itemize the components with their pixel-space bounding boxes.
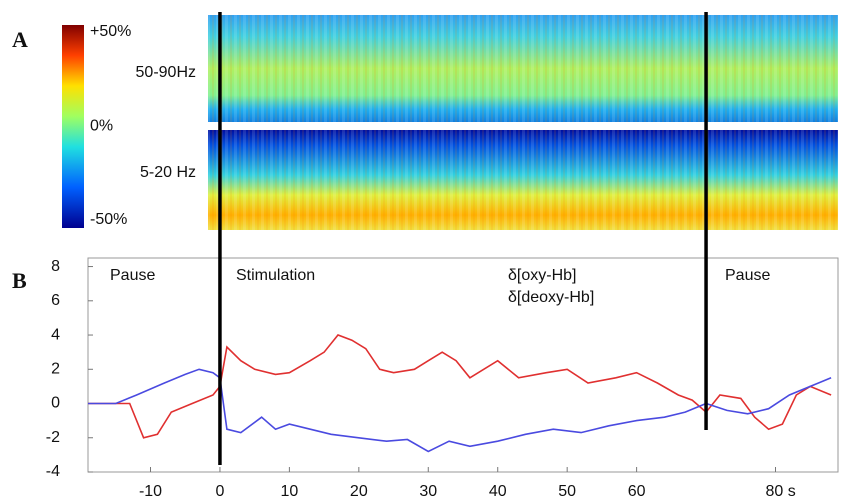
- x-tick-label: 20: [350, 483, 368, 500]
- x-tick-label: 0: [215, 483, 224, 500]
- y-tick-label: -2: [46, 429, 60, 446]
- x-tick-label: 30: [419, 483, 437, 500]
- colorbar-label: +50%: [90, 23, 131, 40]
- legend-entry: δ[oxy-Hb]: [508, 267, 576, 284]
- y-tick-label: 2: [51, 360, 60, 377]
- y-tick-label: -4: [46, 463, 60, 480]
- spectrogram-texture: [208, 15, 838, 122]
- line-0: [88, 334, 832, 439]
- y-tick-label: 4: [51, 326, 60, 343]
- y-tick-label: 8: [51, 258, 60, 275]
- colorbar-label: 0%: [90, 118, 113, 135]
- plot-frame: [87, 257, 839, 473]
- annotation: Pause: [110, 267, 155, 284]
- annotation: Pause: [725, 267, 770, 284]
- band-label: 50-90Hz: [136, 64, 196, 81]
- y-tick-label: 6: [51, 292, 60, 309]
- line-1: [88, 368, 832, 453]
- x-tick-label: -10: [139, 483, 162, 500]
- panel-label: A: [12, 27, 28, 52]
- spectrogram-texture: [208, 130, 838, 230]
- colorbar-label: -50%: [90, 211, 127, 228]
- colorbar: [62, 25, 84, 228]
- x-tick-label: 10: [280, 483, 298, 500]
- band-label: 5-20 Hz: [140, 164, 196, 181]
- y-tick-label: 0: [51, 395, 60, 412]
- legend-entry: δ[deoxy-Hb]: [508, 289, 594, 306]
- x-tick-label: 40: [489, 483, 507, 500]
- x-tick-label: 50: [558, 483, 576, 500]
- annotation: Stimulation: [236, 267, 315, 284]
- panel-label: B: [12, 268, 27, 293]
- x-tick-label: 80 s: [766, 483, 796, 500]
- x-tick-label: 60: [628, 483, 646, 500]
